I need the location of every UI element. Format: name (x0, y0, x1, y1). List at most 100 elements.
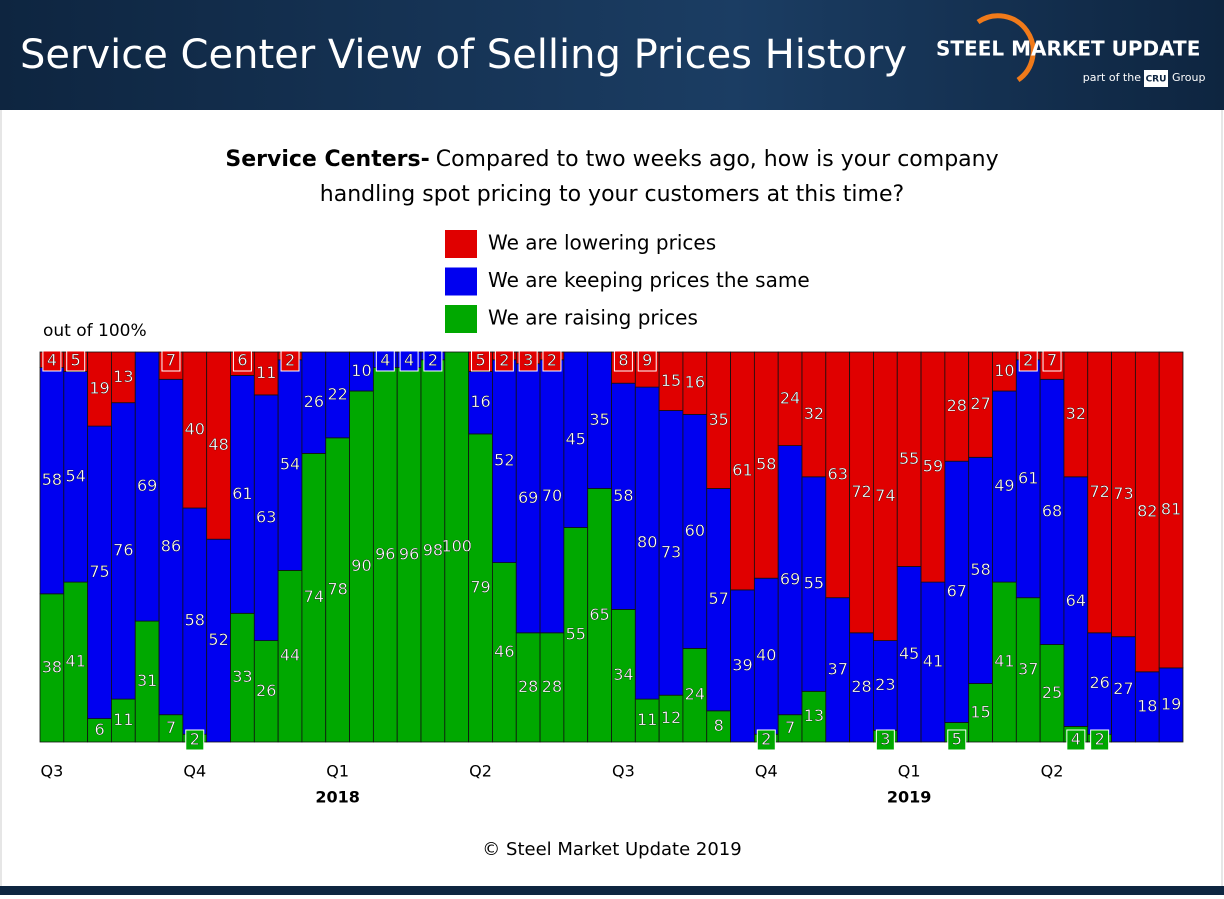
label-badge (399, 350, 419, 372)
footer-bar (0, 886, 1224, 895)
label-badge (613, 350, 633, 372)
data-label: 26 (304, 392, 324, 411)
data-label: 5 (952, 730, 962, 749)
data-label: 8 (714, 716, 724, 735)
x-tick-label: Q3 (41, 762, 64, 781)
legend-label: We are keeping prices the same (488, 268, 810, 292)
data-label: 2 (285, 351, 295, 370)
data-label: 11 (113, 710, 133, 729)
label-badge (375, 350, 395, 372)
data-label: 80 (637, 533, 657, 552)
data-label: 69 (518, 488, 538, 507)
x-tick-label: Q1 (898, 762, 921, 781)
data-label: 52 (208, 630, 228, 649)
annotation: out of 100% (43, 321, 147, 341)
data-label: 15 (970, 702, 990, 721)
x-tick-label: Q4 (755, 762, 778, 781)
data-label: 3 (880, 730, 890, 749)
label-badge (947, 729, 967, 751)
data-label: 48 (208, 435, 228, 454)
legend-label: We are lowering prices (488, 231, 716, 255)
data-label: 10 (351, 361, 371, 380)
data-label: 2 (761, 730, 771, 749)
data-label: 69 (780, 570, 800, 589)
x-group-label: 2018 (315, 788, 360, 807)
data-label: 54 (66, 466, 86, 485)
label-badge (542, 350, 562, 372)
data-label: 73 (1113, 484, 1133, 503)
label-badge (423, 350, 443, 372)
data-label: 37 (828, 659, 848, 678)
data-label: 74 (304, 587, 324, 606)
logo-sub: part of the (1083, 71, 1141, 84)
data-label: 78 (327, 579, 347, 598)
label-badge (494, 350, 514, 372)
data-label: 2 (1023, 351, 1033, 370)
data-label: 63 (256, 507, 276, 526)
data-label: 64 (1066, 591, 1086, 610)
logo-cru: CRU (1146, 75, 1167, 85)
data-label: 65 (589, 605, 609, 624)
chart-title-line: handling spot pricing to your customers … (320, 182, 904, 207)
data-label: 40 (185, 420, 205, 439)
copyright: © Steel Market Update 2019 (482, 839, 741, 860)
data-label: 67 (947, 581, 967, 600)
data-label: 40 (756, 646, 776, 665)
data-label: 96 (375, 544, 395, 563)
data-label: 58 (42, 470, 62, 489)
data-label: 41 (923, 652, 943, 671)
data-label: 33 (232, 667, 252, 686)
label-badge (756, 729, 776, 751)
data-label: 2 (1095, 730, 1105, 749)
data-label: 41 (66, 652, 86, 671)
data-label: 26 (256, 681, 276, 700)
data-label: 46 (494, 642, 514, 661)
data-label: 55 (899, 449, 919, 468)
data-label: 28 (518, 677, 538, 696)
label-badge (1066, 729, 1086, 751)
logo: STEEL MARKET UPDATE (936, 37, 1200, 61)
label-badge (185, 729, 205, 751)
logo-box (1144, 70, 1168, 87)
data-label: 11 (637, 710, 657, 729)
data-label: 2 (428, 351, 438, 370)
data-label: 22 (327, 384, 347, 403)
header-title: Service Center View of Selling Prices Hi… (20, 32, 907, 78)
label-badge (280, 350, 300, 372)
data-label: 23 (875, 675, 895, 694)
label-badge (232, 350, 252, 372)
data-label: 27 (970, 394, 990, 413)
data-label: 45 (899, 644, 919, 663)
data-label: 41 (994, 652, 1014, 671)
data-label: 39 (732, 655, 752, 674)
logo-group: Group (1172, 71, 1206, 84)
data-label: 28 (542, 677, 562, 696)
data-label: 58 (185, 611, 205, 630)
data-label: 58 (613, 486, 633, 505)
x-tick-label: Q2 (469, 762, 492, 781)
data-label: 4 (1071, 730, 1081, 749)
data-label: 49 (994, 476, 1014, 495)
data-label: 13 (113, 367, 133, 386)
data-label: 16 (685, 373, 705, 392)
label-badge (637, 350, 657, 372)
data-label: 58 (756, 455, 776, 474)
data-label: 45 (566, 429, 586, 448)
data-label: 38 (42, 657, 62, 676)
header-bar (0, 0, 1224, 110)
data-label: 5 (475, 351, 485, 370)
data-label: 4 (47, 351, 57, 370)
data-label: 8 (618, 351, 628, 370)
data-label: 70 (542, 486, 562, 505)
legend-swatch (445, 230, 477, 258)
data-label: 31 (137, 671, 157, 690)
data-label: 79 (470, 577, 490, 596)
data-label: 7 (1047, 351, 1057, 370)
label-badge (1042, 350, 1062, 372)
data-label: 19 (89, 379, 109, 398)
data-label: 34 (613, 665, 633, 684)
data-label: 32 (804, 404, 824, 423)
data-label: 44 (280, 646, 300, 665)
